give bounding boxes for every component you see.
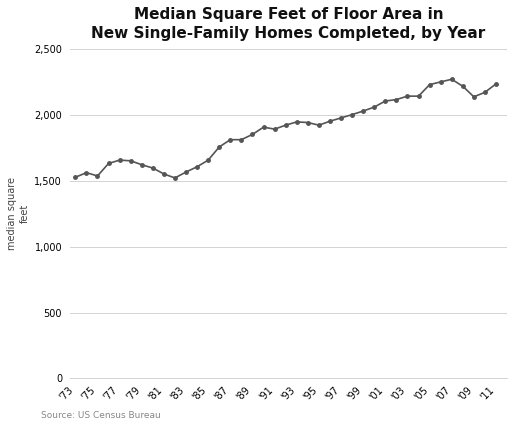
Y-axis label: median square
feet: median square feet [7, 177, 30, 250]
Text: Source: US Census Bureau: Source: US Census Bureau [41, 411, 161, 420]
Title: Median Square Feet of Floor Area in
New Single-Family Homes Completed, by Year: Median Square Feet of Floor Area in New … [91, 7, 486, 41]
